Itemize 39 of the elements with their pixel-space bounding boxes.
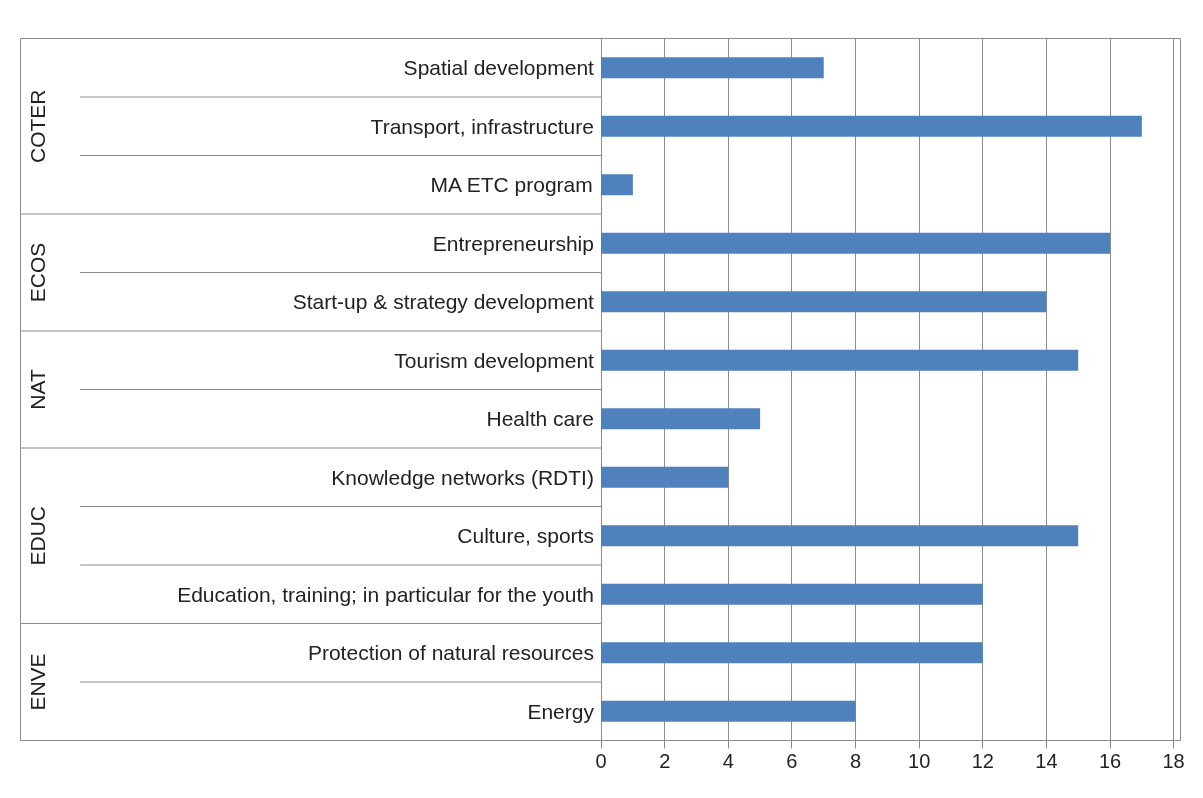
y-tick-label: Entrepreneurship	[432, 231, 594, 255]
x-tick-label: 10	[908, 749, 931, 772]
x-tick-label: 16	[1098, 749, 1122, 772]
y-tick-label: Knowledge networks (RDTI)	[331, 465, 594, 489]
bar	[601, 642, 983, 664]
y-tick-label: Protection of natural resources	[307, 641, 594, 665]
y-tick-label: Transport, infrastructure	[370, 114, 594, 138]
y-tick-label: Health care	[486, 407, 594, 431]
text: EDUC	[25, 505, 49, 566]
x-tick-label: 12	[971, 749, 994, 772]
x-tick-label: 8	[849, 749, 862, 772]
bar	[601, 700, 856, 722]
bar	[601, 583, 983, 605]
x-tick-label: 6	[786, 749, 798, 772]
bar	[601, 349, 1079, 371]
text: COTER	[25, 89, 49, 163]
x-tick-label: 2	[659, 749, 671, 772]
bar	[601, 174, 633, 196]
bar	[601, 525, 1079, 547]
bar	[601, 466, 729, 488]
y-tick-label: Education, training; in particular for the youth	[177, 582, 594, 606]
text: ECOS	[25, 242, 49, 303]
y-tick-label: Start-up & strategy development	[292, 290, 595, 314]
x-tick-label: 0	[595, 749, 607, 772]
y-tick-label: Spatial development	[403, 56, 595, 80]
bar	[601, 115, 1142, 137]
x-tick-label: 14	[1035, 749, 1058, 772]
x-tick-label: 4	[722, 749, 734, 772]
y-tick-label: MA ETC program	[430, 173, 593, 197]
x-tick-label: 18	[1162, 749, 1185, 772]
y-tick-label: Culture, sports	[457, 524, 594, 548]
bar	[601, 408, 761, 430]
y-tick-label: Tourism development	[394, 348, 595, 372]
bar	[601, 57, 824, 79]
bar	[601, 232, 1111, 254]
text: ENVE	[25, 653, 49, 711]
bar	[601, 291, 1047, 313]
y-tick-label: Energy	[527, 699, 595, 723]
text: NAT	[25, 369, 49, 410]
